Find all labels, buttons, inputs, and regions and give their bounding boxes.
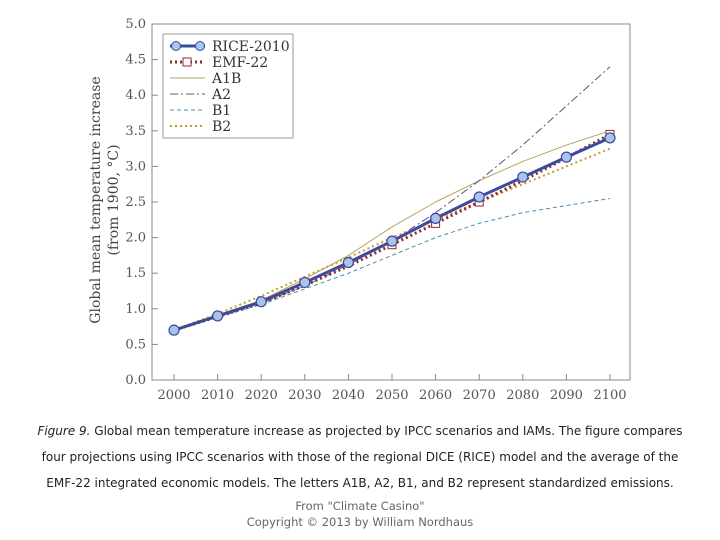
y-axis-unit: (from 1900, °C): [106, 144, 122, 255]
x-tick-label: 2080: [506, 388, 539, 403]
y-tick-label: 2.5: [125, 195, 146, 210]
x-tick-label: 2090: [550, 388, 583, 403]
y-tick-label: 3.0: [125, 159, 146, 174]
figure-caption-text: Global mean temperature increase as proj…: [41, 424, 683, 490]
rice-point: [168, 324, 180, 336]
legend-label: B1: [212, 103, 231, 119]
y-tick-label: 0.5: [125, 337, 146, 352]
y-tick-label: 3.5: [125, 124, 146, 139]
rice-point: [212, 310, 224, 322]
rice-point: [342, 256, 354, 269]
rice-point: [604, 132, 616, 144]
figure-label: Figure 9.: [37, 424, 91, 438]
chart-series: [168, 66, 616, 336]
rice-point: [255, 296, 267, 308]
rice-point: [430, 212, 442, 224]
y-tick-label: 1.0: [125, 302, 146, 317]
x-tick-label: 2020: [245, 388, 278, 403]
series-line-emf-22: [173, 133, 611, 332]
legend-marker: [195, 41, 205, 51]
series-line-b1: [173, 197, 611, 331]
temperature-chart: 0.0 0.5 1.0 1.5 2.0 2.5 3.0 3.5 4.0 4.5 5.0 2000 201…: [88, 17, 631, 403]
legend-label: A1B: [211, 71, 241, 87]
source-line: From "Climate Casino": [295, 499, 425, 513]
y-tick-label: 4.5: [125, 53, 146, 68]
rice-point: [517, 171, 529, 183]
rice-point: [560, 151, 573, 163]
copyright-line: Copyright © 2013 by William Nordhaus: [246, 515, 474, 529]
legend-marker: [171, 41, 181, 51]
x-tick-label: 2050: [375, 388, 408, 403]
y-tick-label: 1.5: [125, 266, 146, 281]
y-tick-label: 5.0: [125, 17, 146, 32]
rice-point: [473, 191, 485, 203]
source-credit: From "Climate Casino" Copyright © 2013 b…: [200, 498, 520, 530]
x-tick-label: 2030: [288, 388, 321, 403]
x-tick-label: 2070: [463, 388, 496, 403]
legend-label: EMF-22: [212, 55, 268, 71]
y-tick-label: 2.0: [125, 231, 146, 246]
chart-axes: 0.0 0.5 1.0 1.5 2.0 2.5 3.0 3.5 4.0 4.5 5.0 2000 201…: [88, 17, 631, 403]
x-tick-label: 2100: [593, 388, 626, 403]
x-tick-label: 2010: [201, 388, 234, 403]
legend-box: [162, 33, 294, 139]
legend-label: RICE-2010: [212, 39, 290, 55]
rice-point: [299, 276, 311, 289]
y-tick-label: 4.0: [125, 88, 146, 103]
legend-label: B2: [212, 119, 231, 135]
series-line-a1b: [173, 130, 611, 331]
rice-point: [386, 235, 398, 247]
legend-marker: [182, 57, 192, 67]
x-tick-label: 2040: [332, 388, 365, 403]
legend-label: A2: [211, 87, 231, 103]
y-axis-label: Global mean temperature increase: [88, 76, 104, 323]
x-tick-label: 2060: [419, 388, 452, 403]
x-tick-label: 2000: [157, 388, 190, 403]
y-tick-label: 0.0: [125, 373, 146, 388]
series-line-rice-2010: [173, 136, 611, 332]
figure-caption: Figure 9. Global mean temperature increa…: [28, 418, 692, 496]
